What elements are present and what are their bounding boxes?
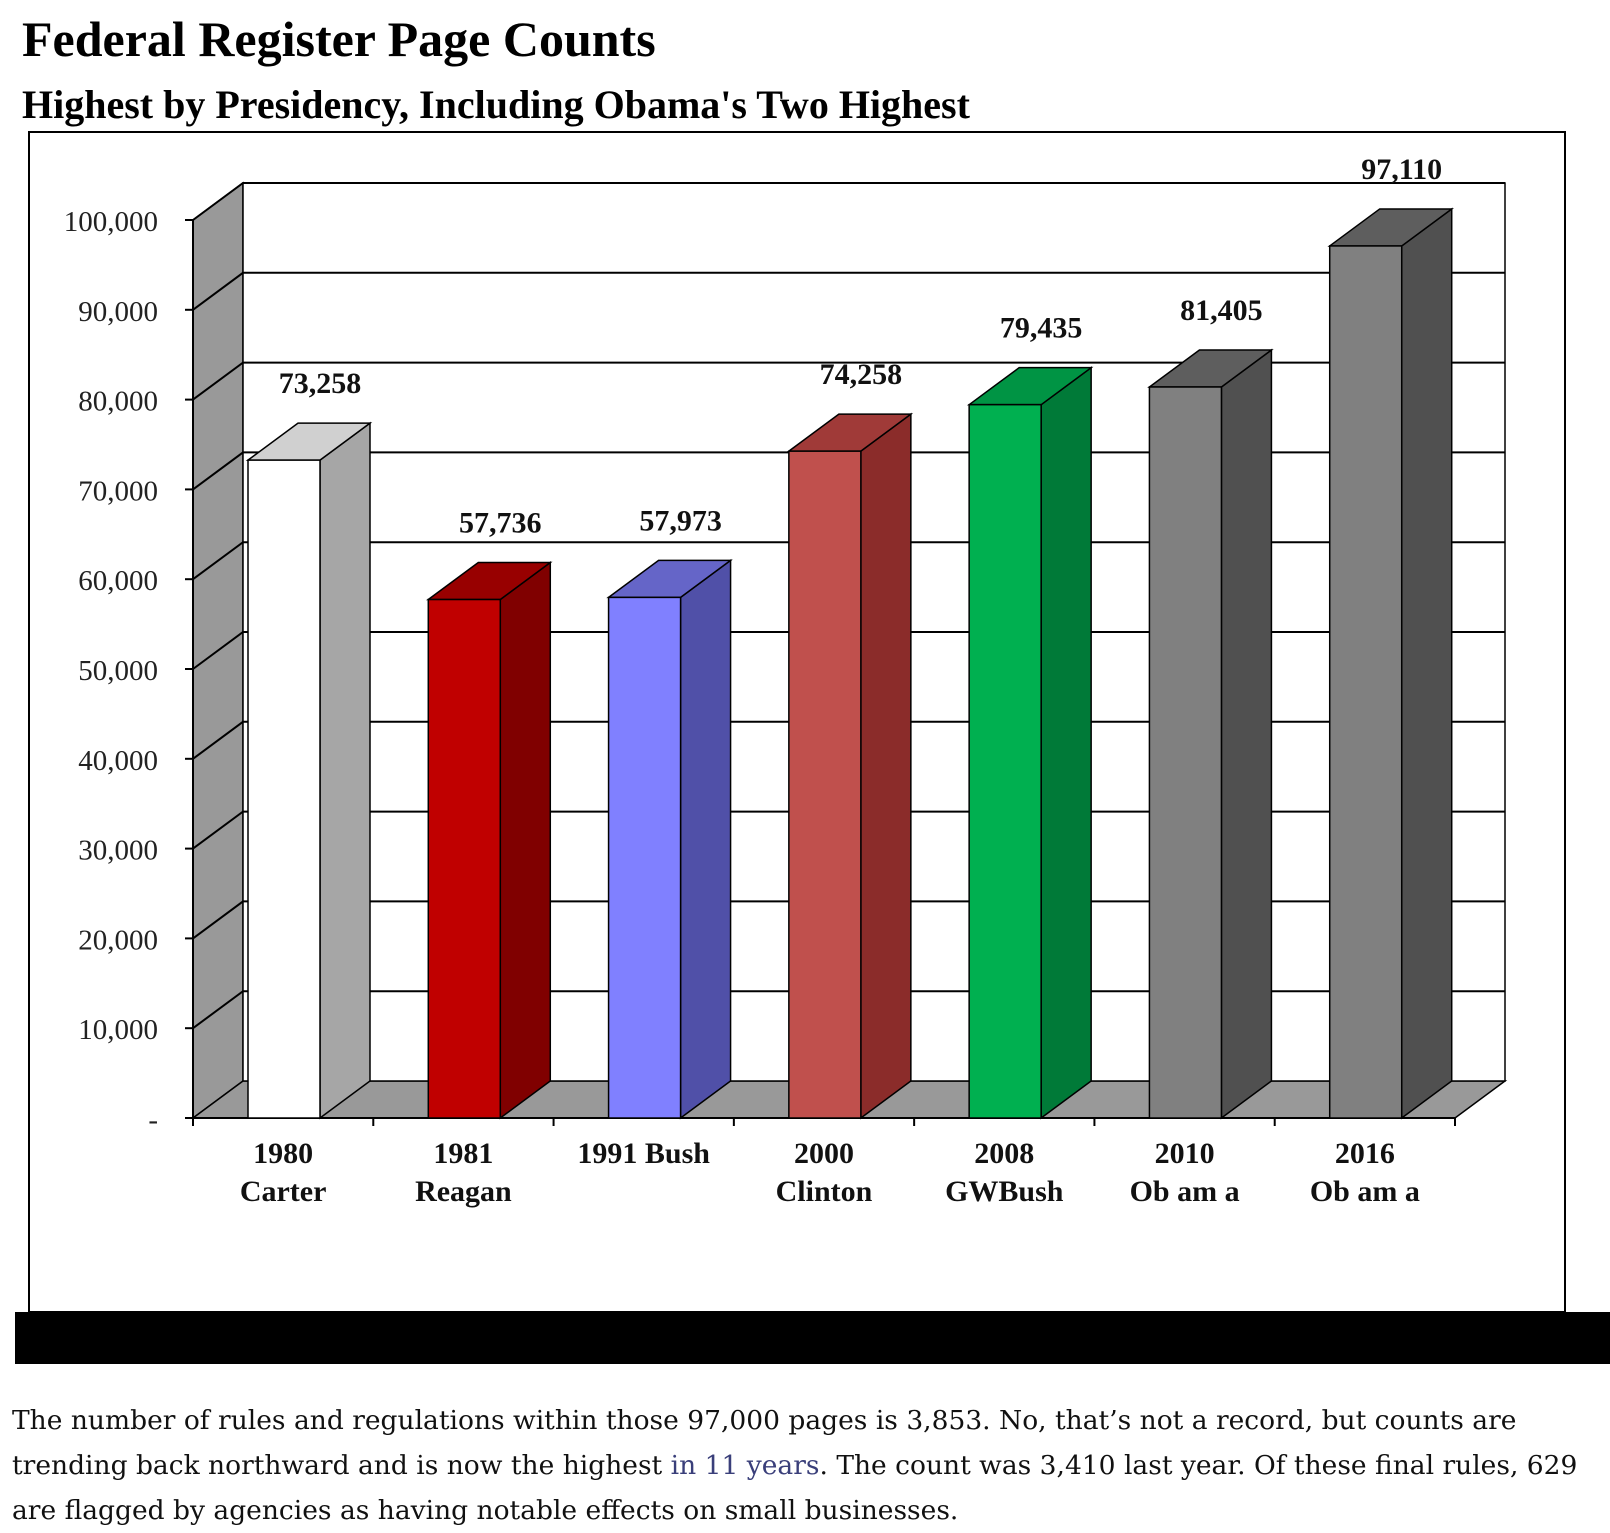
y-tick-label: 40,000 [78, 745, 158, 777]
y-tick-labels: - 10,000 20,000 30,000 40,000 50,000 60,000 70,… [64, 206, 158, 1136]
x-tick-label: 1981 [433, 1137, 493, 1170]
y-tick-label: 60,000 [78, 565, 158, 597]
y-tick-label: 50,000 [78, 655, 158, 687]
data-label: 57,736 [459, 507, 542, 540]
data-label: 73,258 [279, 367, 362, 400]
bar-side [860, 412, 912, 1120]
y-tick-label: 90,000 [78, 296, 158, 328]
bar-chart: Federal Register Page Counts Highest by … [15, 11, 1610, 1364]
bar-2 [606, 558, 733, 1120]
chart-subtitle: Highest by Presidency, Including Obama's… [22, 82, 971, 127]
bars [245, 207, 1454, 1120]
bar-side [499, 561, 552, 1120]
bar-side [319, 421, 371, 1120]
x-tick-label: 2010 [1155, 1137, 1215, 1170]
caption-text-2: . The count was 3,410 last year. Of thes… [12, 1450, 1578, 1526]
gridline [192, 271, 1505, 311]
bar-3 [786, 412, 914, 1120]
chart-title: Federal Register Page Counts [22, 11, 656, 67]
y-tick-label: 80,000 [78, 386, 158, 418]
data-label: 79,435 [1000, 312, 1083, 345]
x-tick-label: Ob am a [1310, 1175, 1420, 1208]
bar-front [968, 403, 1042, 1119]
bar-front [1148, 386, 1223, 1119]
bar-side [1040, 366, 1092, 1120]
y-tick-label: 100,000 [64, 206, 158, 238]
bar-side [1220, 348, 1273, 1120]
x-tick-label: 2016 [1335, 1137, 1395, 1170]
y-tick-label: 30,000 [78, 835, 158, 867]
y-tick-label: 10,000 [78, 1014, 158, 1046]
gridline [192, 361, 1505, 401]
x-tick-label: Clinton [776, 1175, 873, 1208]
data-label: 97,110 [1361, 153, 1442, 186]
y-tick-label: 70,000 [78, 475, 158, 507]
bar-0 [245, 421, 373, 1120]
bar-side [1400, 207, 1453, 1120]
x-tick-label: Carter [240, 1175, 327, 1208]
data-label: 57,973 [639, 504, 722, 537]
bar-front [1328, 245, 1403, 1119]
x-tick-label: 2008 [974, 1137, 1034, 1170]
bar-front [427, 598, 502, 1119]
bar-1 [426, 561, 553, 1120]
bar-6 [1327, 207, 1454, 1120]
caption-link[interactable]: in 11 years [670, 1450, 820, 1481]
chart-figure: Federal Register Page Counts Highest by … [15, 11, 1610, 1364]
gridline [192, 182, 1505, 221]
black-band [15, 1312, 1610, 1364]
bar-front [607, 596, 682, 1119]
bar-side [679, 558, 732, 1120]
bar-5 [1147, 348, 1274, 1120]
bar-4 [966, 366, 1094, 1120]
bar-front [247, 459, 321, 1119]
x-tick-label: 1980 [253, 1137, 313, 1170]
data-label: 74,258 [820, 358, 903, 391]
y-tick-label: 20,000 [78, 924, 158, 956]
x-tick-label: GWBush [945, 1175, 1064, 1208]
x-tick-label: 1991 Bush [577, 1137, 710, 1170]
caption-paragraph: The number of rules and regulations with… [12, 1398, 1592, 1533]
data-labels: 73,258 57,736 57,973 74,258 79,435 81,405 97,1… [279, 153, 1442, 540]
x-tick-label: Ob am a [1130, 1175, 1240, 1208]
x-tick-label: 2000 [794, 1137, 854, 1170]
data-label: 81,405 [1180, 294, 1263, 327]
bar-front [788, 450, 862, 1119]
x-tick-labels: 1980 Carter 1981 Reagan 1991 Bush 2000 Clinton… [240, 1137, 1420, 1208]
y-tick-label: - [148, 1104, 158, 1136]
x-tick-label: Reagan [415, 1175, 512, 1208]
caption-text-1: The number of rules and regulations with… [12, 1405, 1517, 1481]
